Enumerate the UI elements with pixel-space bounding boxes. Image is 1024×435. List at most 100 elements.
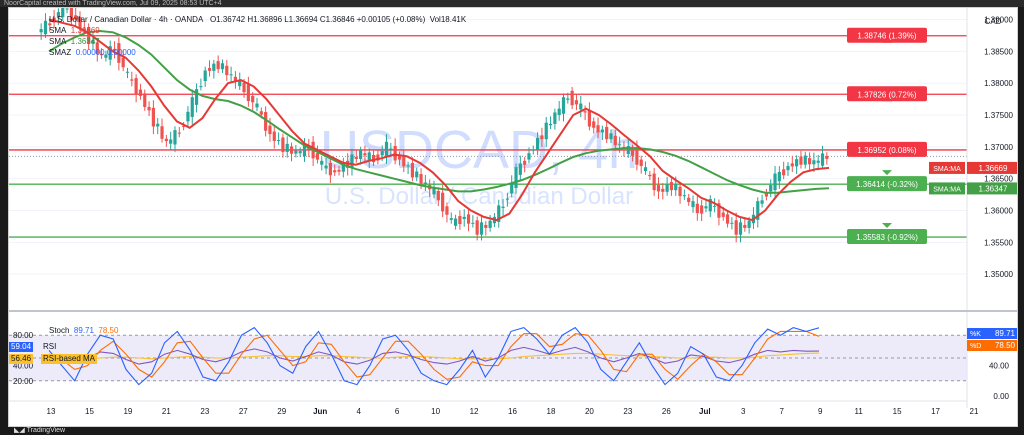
tradingview-brand[interactable]: ◣◢ TradingView xyxy=(0,427,1024,435)
candle-body xyxy=(359,150,363,159)
candle-body xyxy=(695,203,699,214)
candle-body xyxy=(74,15,78,20)
candle-body xyxy=(151,107,155,127)
time-tick: 20 xyxy=(585,407,594,416)
candle-body xyxy=(376,154,380,161)
price-tick: 1.37500 xyxy=(984,111,1013,120)
candle-body xyxy=(69,8,73,21)
candle-body xyxy=(462,216,466,220)
candle-body xyxy=(536,137,540,150)
candle-body xyxy=(669,182,674,191)
candle-body xyxy=(134,78,138,95)
candle-body xyxy=(609,133,613,140)
candle-body xyxy=(281,137,285,152)
candle-body xyxy=(99,53,104,56)
candle-body xyxy=(484,224,488,228)
candle-body xyxy=(328,162,332,176)
price-chart[interactable]: USDCAD, 4h U.S. Dollar / Canadian Dollar… xyxy=(9,8,1018,427)
candle-body xyxy=(39,29,43,33)
stoch-d-line xyxy=(48,330,820,381)
smaz-label[interactable]: SMAZ xyxy=(49,48,72,57)
sma1-value: 1.36669 xyxy=(70,26,100,35)
candle-body xyxy=(43,20,48,35)
price-tag-value: 1.36347 xyxy=(979,184,1008,193)
candle-body xyxy=(56,12,61,18)
rsi-ma-label[interactable]: RSI-based MA xyxy=(41,354,98,364)
candle-body xyxy=(652,173,656,191)
candle-body xyxy=(108,46,112,60)
osc-tag-name: %D xyxy=(970,343,981,350)
candle-body xyxy=(592,121,596,128)
sma1-label[interactable]: SMA xyxy=(49,26,67,35)
candle-body xyxy=(78,17,82,29)
candle-body xyxy=(626,146,630,155)
candle-body xyxy=(540,135,544,140)
candle-body xyxy=(825,155,829,159)
level-label: 1.35583 (-0.92%) xyxy=(856,233,918,242)
candle-body xyxy=(212,63,216,71)
oscillator-pane[interactable]: 80.00 40.00 20.00 40.00 0.00 %K 89.71 %D 78.50 xyxy=(9,326,1018,401)
time-tick: 21 xyxy=(970,407,979,416)
level-label-box xyxy=(847,176,927,192)
candle-body xyxy=(488,220,492,228)
candle-body xyxy=(65,8,69,10)
horizontal-levels xyxy=(9,35,967,238)
candle-body xyxy=(354,157,358,159)
candle-body xyxy=(436,190,440,201)
price-pane[interactable] xyxy=(9,8,967,308)
price-tick: 1.39000 xyxy=(984,16,1013,25)
candle-body xyxy=(466,214,471,224)
candle-body xyxy=(397,155,402,160)
candle-body xyxy=(147,106,151,111)
candle-body xyxy=(419,174,423,184)
candle-body xyxy=(320,160,324,165)
level-arrow-icon xyxy=(882,170,892,176)
time-tick: 4 xyxy=(356,407,361,416)
candle-body xyxy=(721,212,725,217)
time-tick: Jun xyxy=(313,407,327,416)
osc-tick-left: 40.00 xyxy=(13,362,34,371)
stoch-label[interactable]: Stoch xyxy=(49,326,70,335)
candle-body xyxy=(505,198,509,200)
time-tick: 21 xyxy=(162,407,171,416)
currency-label: CAD xyxy=(985,17,1002,26)
price-tick: 1.35500 xyxy=(984,238,1013,247)
candle-body xyxy=(704,206,708,209)
sma-slow-line xyxy=(48,29,830,194)
candle-body xyxy=(225,65,229,76)
candle-body xyxy=(782,169,786,176)
candle-body xyxy=(738,222,743,235)
osc-tick-right: 40.00 xyxy=(989,362,1010,371)
candle-body xyxy=(725,214,730,224)
price-tick: 1.36000 xyxy=(984,207,1013,216)
candle-body xyxy=(255,103,259,108)
price-ticks: 1.39000 1.38500 1.38000 1.37500 1.37000 1.365… xyxy=(984,16,1013,280)
candle-body xyxy=(272,131,276,141)
time-tick: 16 xyxy=(508,407,517,416)
candle-body xyxy=(648,174,652,177)
candle-body xyxy=(220,63,225,70)
candle-body xyxy=(691,201,695,208)
candle-body xyxy=(432,188,436,195)
stoch-k-line xyxy=(48,326,820,386)
price-tag-value-box xyxy=(967,182,1017,195)
candle-body xyxy=(678,186,682,197)
time-axis[interactable]: 13 15 19 21 23 27 29 Jun 4 6 10 12 16 18 20 23 26 Jul 3 7 9 1… xyxy=(47,407,979,416)
candle-body xyxy=(371,154,376,163)
candle-body xyxy=(479,222,484,235)
stoch-k-value: 89.71 xyxy=(73,326,94,335)
candle-body xyxy=(458,216,462,225)
chart-frame: USDCAD, 4h U.S. Dollar / Canadian Dollar… xyxy=(8,7,1018,427)
price-tag-label-box xyxy=(929,182,965,195)
rsi-label[interactable]: RSI xyxy=(43,342,57,351)
level-label: 1.38746 (1.39%) xyxy=(857,32,916,41)
sma2-label[interactable]: SMA xyxy=(49,37,67,46)
volume-value: Vol18.41K xyxy=(429,15,467,24)
time-tick: 12 xyxy=(470,407,479,416)
candle-body xyxy=(501,206,505,208)
candle-body xyxy=(203,70,207,82)
brand-label: TradingView xyxy=(26,427,66,434)
time-tick: 9 xyxy=(818,407,823,416)
rsi-ma-value-badge: 56.46 xyxy=(9,354,34,364)
price-axis[interactable] xyxy=(967,8,1018,308)
